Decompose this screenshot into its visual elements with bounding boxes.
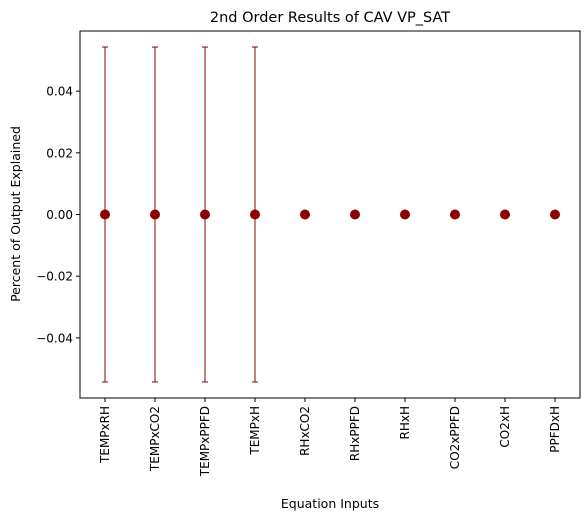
x-axis-label: Equation Inputs bbox=[281, 496, 379, 511]
data-point bbox=[500, 209, 510, 220]
y-tick-label: 0.02 bbox=[46, 146, 73, 160]
x-tick-label: TEMPxRH bbox=[98, 406, 112, 464]
y-tick-label: 0.04 bbox=[46, 85, 73, 99]
x-tick-label: TEMPxPPFD bbox=[198, 406, 212, 477]
data-point bbox=[450, 209, 460, 220]
y-tick-label: 0.00 bbox=[46, 208, 73, 222]
data-point bbox=[300, 209, 310, 220]
y-axis-label: Percent of Output Explained bbox=[8, 126, 23, 302]
error-bars bbox=[102, 46, 258, 383]
x-tick-label: RHxCO2 bbox=[298, 406, 312, 456]
data-point bbox=[150, 209, 160, 220]
x-axis-ticks: TEMPxRH TEMPxCO2 TEMPxPPFD TEMPxH RHxCO2 RHxP… bbox=[98, 398, 562, 477]
y-tick-label: −0.02 bbox=[36, 270, 73, 284]
x-tick-label: RHxH bbox=[398, 406, 412, 440]
data-points bbox=[100, 209, 560, 220]
x-tick-label: TEMPxH bbox=[248, 406, 262, 456]
data-point bbox=[100, 209, 110, 220]
data-point bbox=[250, 209, 260, 220]
x-tick-label: CO2xPPFD bbox=[448, 406, 462, 469]
x-tick-label: RHxPPFD bbox=[348, 406, 362, 461]
y-tick-label: −0.04 bbox=[36, 331, 73, 345]
x-tick-label: CO2xH bbox=[498, 406, 512, 448]
data-point bbox=[550, 209, 560, 220]
chart-title: 2nd Order Results of CAV VP_SAT bbox=[210, 10, 450, 26]
x-tick-label: PPFDxH bbox=[548, 406, 562, 453]
data-point bbox=[350, 209, 360, 220]
y-axis-ticks: −0.04 −0.02 0.00 0.02 0.04 bbox=[36, 85, 80, 345]
plot-frame bbox=[79, 30, 581, 399]
data-point bbox=[400, 209, 410, 220]
data-point bbox=[200, 209, 210, 220]
x-tick-label: TEMPxCO2 bbox=[148, 406, 162, 472]
